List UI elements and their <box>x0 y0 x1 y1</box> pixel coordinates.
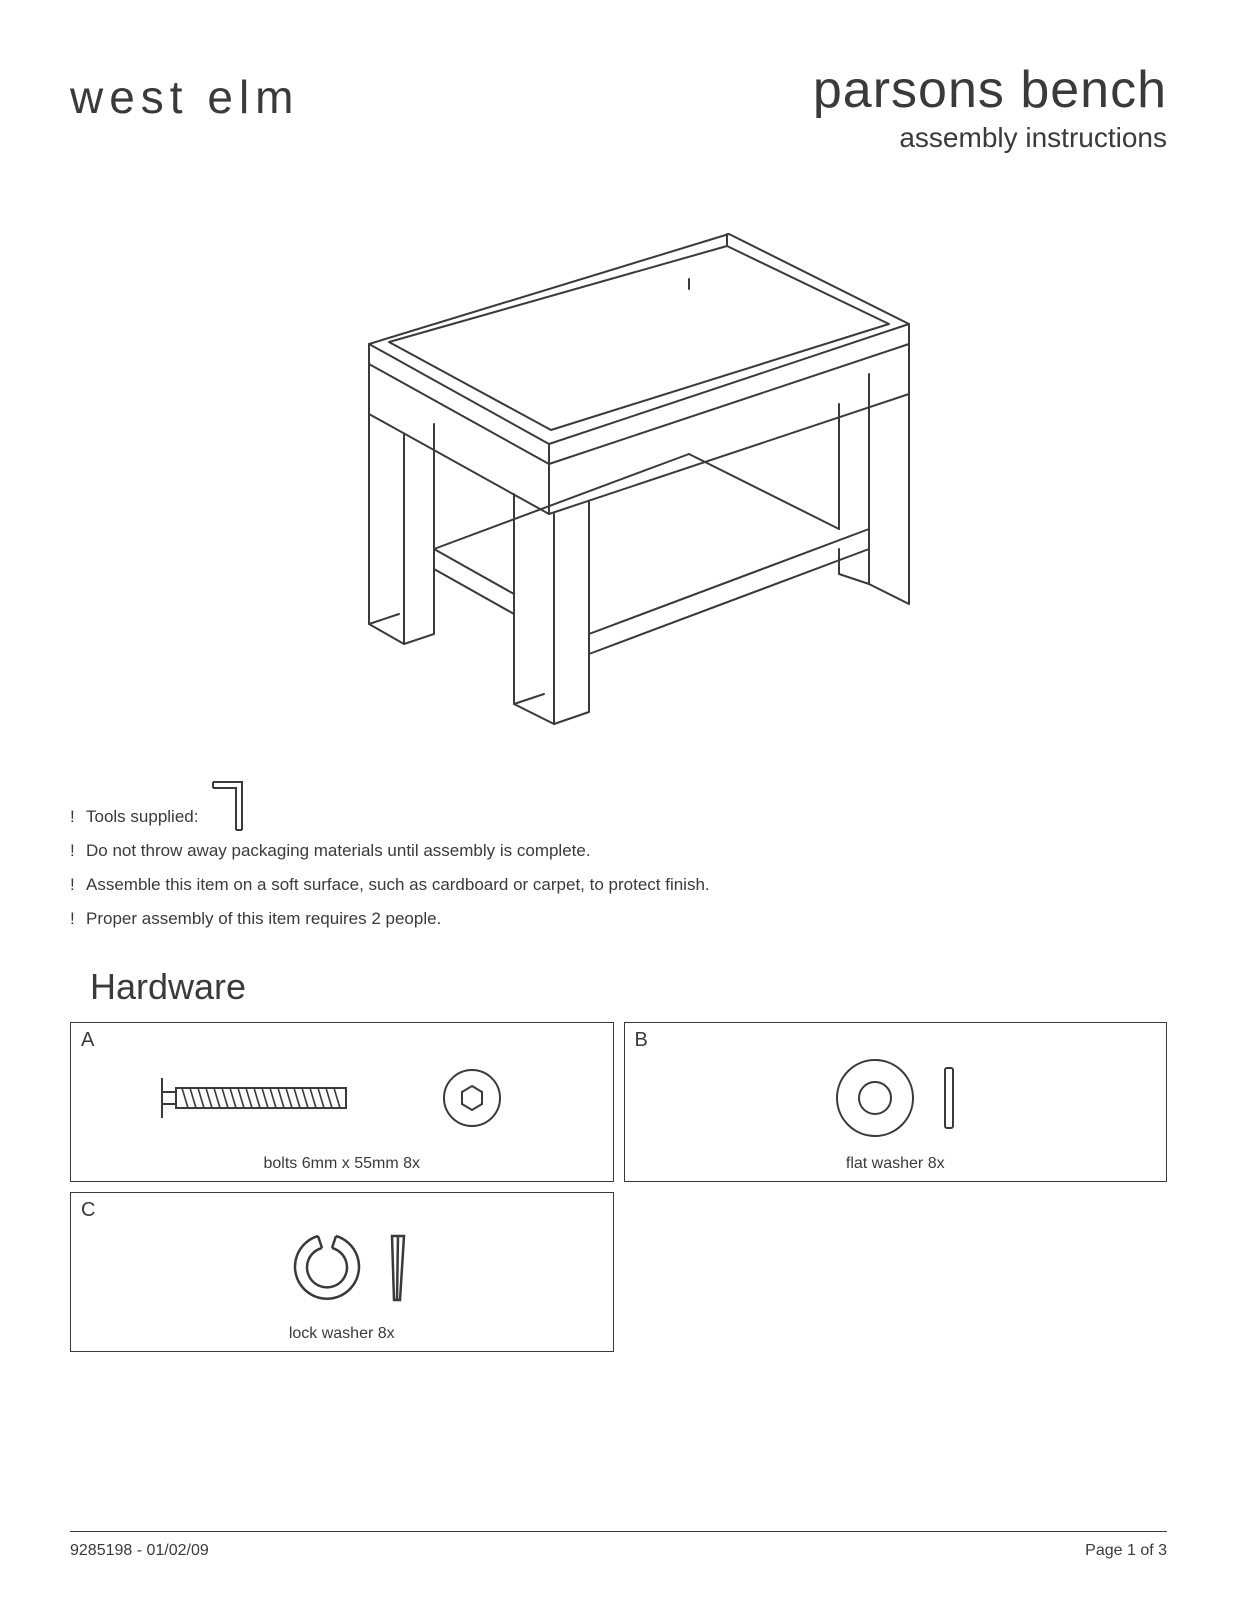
header: west elm parsons bench assembly instruct… <box>70 60 1167 154</box>
notes-block: ! Tools supplied: ! Do not throw away pa… <box>70 774 1167 936</box>
note-row: ! Assemble this item on a soft surface, … <box>70 868 1167 902</box>
note-bullet: ! <box>70 902 80 936</box>
doc-id: 9285198 - 01/02/09 <box>70 1542 209 1560</box>
note-text: Proper assembly of this item requires 2 … <box>86 902 441 936</box>
note-text: Do not throw away packaging materials un… <box>86 834 591 868</box>
page-number: Page 1 of 3 <box>1085 1542 1167 1560</box>
allen-key-icon <box>208 774 248 834</box>
note-row: ! Proper assembly of this item requires … <box>70 902 1167 936</box>
page: west elm parsons bench assembly instruct… <box>0 0 1237 1600</box>
note-bullet: ! <box>70 868 80 902</box>
note-text: Tools supplied: <box>86 800 198 834</box>
hardware-box-b: B flat washer 8x <box>624 1022 1168 1182</box>
note-text: Assemble this item on a soft surface, su… <box>86 868 710 902</box>
brand-logo: west elm <box>70 70 299 124</box>
lock-washer-icon <box>92 1212 592 1332</box>
hardware-caption: lock washer 8x <box>71 1325 613 1343</box>
hardware-grid: A <box>70 1022 1167 1352</box>
note-bullet: ! <box>70 834 80 868</box>
title-block: parsons bench assembly instructions <box>813 60 1167 154</box>
note-row: ! Tools supplied: <box>70 774 1167 834</box>
hardware-caption: bolts 6mm x 55mm 8x <box>71 1155 613 1173</box>
bench-illustration <box>259 194 979 754</box>
product-title: parsons bench <box>813 60 1167 120</box>
hardware-box-a: A <box>70 1022 614 1182</box>
hardware-empty-cell <box>624 1192 1168 1352</box>
hardware-box-c: C lock washer 8x <box>70 1192 614 1352</box>
note-bullet: ! <box>70 800 80 834</box>
bolt-icon <box>92 1042 592 1162</box>
footer: 9285198 - 01/02/09 Page 1 of 3 <box>70 1531 1167 1560</box>
flat-washer-icon <box>645 1042 1145 1162</box>
subtitle: assembly instructions <box>813 122 1167 154</box>
hardware-caption: flat washer 8x <box>625 1155 1167 1173</box>
note-row: ! Do not throw away packaging materials … <box>70 834 1167 868</box>
hardware-heading: Hardware <box>90 966 1167 1008</box>
